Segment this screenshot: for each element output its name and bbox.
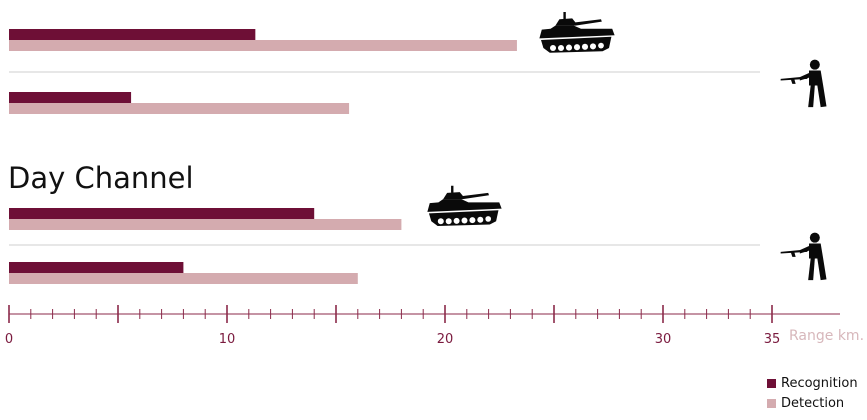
soldier-icon (780, 59, 827, 108)
legend-label-detection: Detection (781, 395, 845, 411)
tick-label-0: 0 (5, 332, 13, 347)
legend-label-recognition: Recognition (781, 375, 858, 391)
bar-detection-soldier (9, 273, 358, 284)
bar-recognition-soldier (9, 92, 132, 103)
bar-recognition-tank (9, 208, 315, 219)
bar-detection-tank (9, 219, 402, 230)
section-title-day-channel: Day Channel (8, 161, 194, 195)
legend-swatch-recognition (767, 378, 776, 388)
bar-detection-soldier (9, 103, 350, 114)
tick-label-20: 20 (437, 332, 454, 347)
soldier-icon (780, 232, 827, 281)
legend: Recognition Detection (767, 373, 858, 413)
legend-item-recognition: Recognition (767, 373, 858, 393)
bar-recognition-soldier (9, 262, 184, 273)
bar-recognition-tank (9, 29, 256, 40)
tank-icon (427, 185, 502, 227)
axis-unit-label: Range km. (789, 328, 865, 344)
tank-icon (539, 12, 615, 53)
tick-label-35: 35 (764, 332, 781, 347)
bar-detection-tank (9, 40, 517, 51)
legend-swatch-detection (767, 398, 776, 408)
legend-item-detection: Detection (767, 393, 858, 413)
tick-label-30: 30 (655, 332, 672, 347)
tick-label-10: 10 (219, 332, 236, 347)
